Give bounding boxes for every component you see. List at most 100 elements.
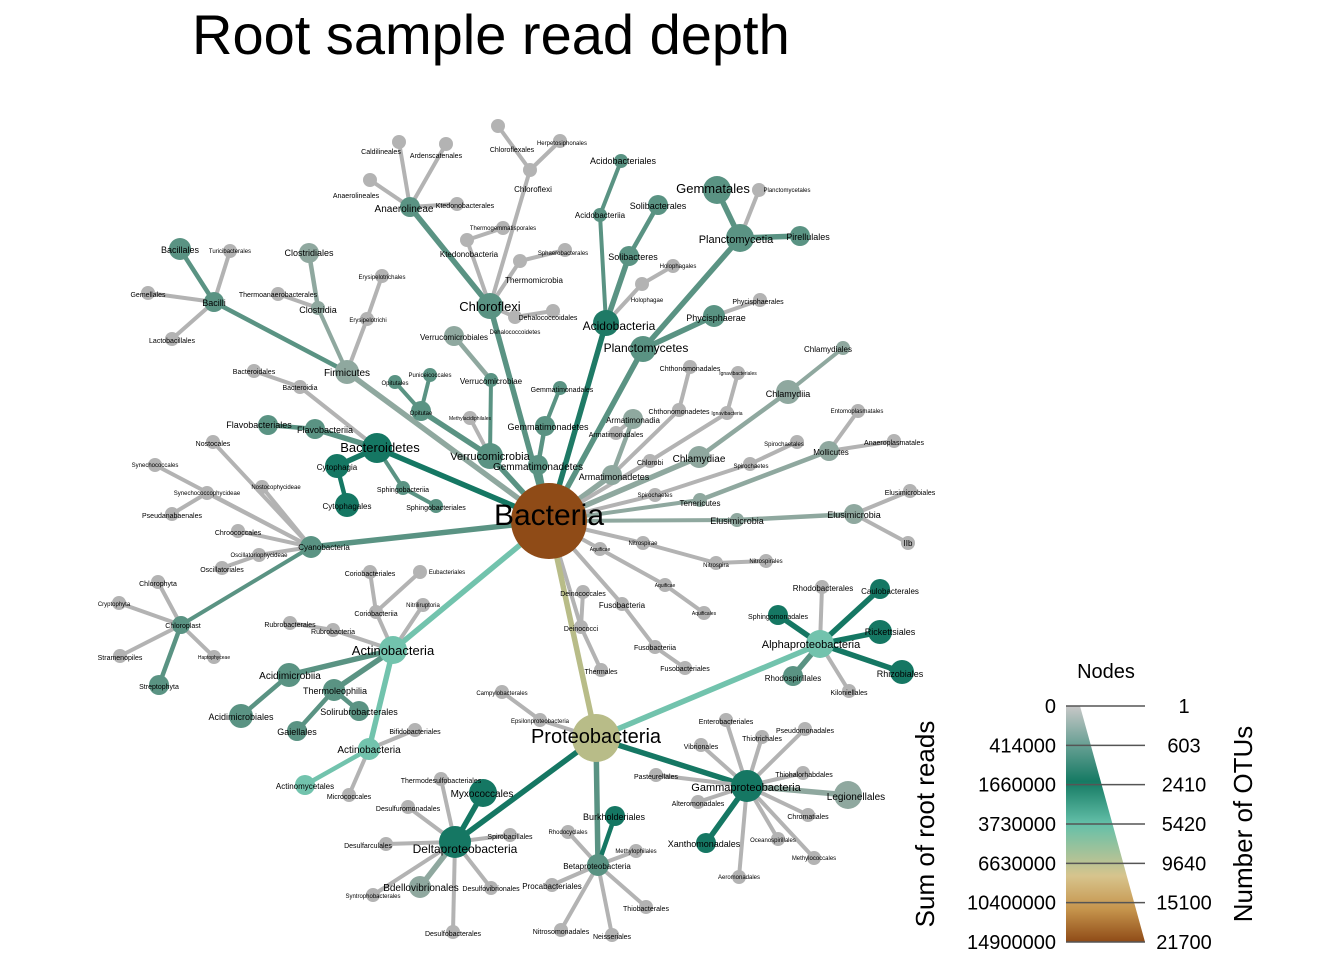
node-cth bbox=[672, 403, 686, 417]
node-prc bbox=[545, 878, 559, 892]
edge-cpl-cry bbox=[117, 601, 183, 627]
node-nsp bbox=[709, 556, 723, 570]
node-chp bbox=[151, 575, 165, 589]
node-label-fir: Firmicutes bbox=[324, 368, 370, 379]
node-rbl bbox=[283, 616, 297, 630]
node-label-tur: Turicibacterales bbox=[209, 249, 251, 255]
node-flb bbox=[305, 419, 325, 439]
edge-cya-nph bbox=[260, 485, 313, 549]
node-tph bbox=[323, 679, 345, 701]
edge-elu-elc bbox=[734, 511, 857, 523]
node-label-eps: Epsilonproteobacteria bbox=[511, 719, 570, 725]
chart-title: Root sample read depth bbox=[192, 3, 790, 66]
node-label-enb: Enterobacteriales bbox=[699, 719, 754, 726]
node-label-eub: Eubacteriales bbox=[429, 570, 465, 576]
edge-chl-ana bbox=[407, 204, 493, 309]
node-rho bbox=[815, 580, 829, 594]
node-ktd bbox=[460, 233, 474, 247]
node-chr bbox=[801, 808, 815, 822]
node-label-chp: Chlorophyta bbox=[139, 581, 177, 588]
node-btl bbox=[247, 364, 261, 378]
node-label-cls: Chlamydiales bbox=[804, 345, 852, 354]
node-label-acy: Actinomycetales bbox=[276, 782, 334, 791]
node-label-psm: Pseudomonadales bbox=[776, 728, 834, 735]
node-erl bbox=[375, 269, 389, 283]
node-eub bbox=[413, 565, 427, 579]
node-label-ktd: Ktedonobacteria bbox=[440, 250, 499, 259]
node-elu bbox=[730, 513, 744, 527]
node-mty bbox=[629, 844, 643, 858]
node-nei bbox=[605, 928, 619, 942]
node-label-rhz: Rhizobiales bbox=[877, 669, 924, 679]
node-label-bur: Burkholderiales bbox=[583, 812, 646, 822]
node-label-tph: Thermoleophilia bbox=[303, 686, 367, 696]
node-label-aql: Aquificales bbox=[692, 611, 717, 617]
node-dsv bbox=[484, 881, 498, 895]
edge-pla-plm bbox=[640, 235, 743, 352]
node-bet bbox=[587, 854, 609, 876]
edge-chc-chf bbox=[496, 124, 532, 172]
node-bac bbox=[511, 483, 587, 559]
edge-elc-ell bbox=[852, 489, 912, 516]
node-opi bbox=[411, 401, 431, 421]
node-label-nim: Nitrosomonadales bbox=[533, 929, 590, 936]
node-nsl bbox=[759, 554, 773, 568]
edge-act-acm bbox=[286, 647, 396, 678]
node-coc bbox=[369, 605, 383, 619]
node-label-bet: Betaproteobacteria bbox=[563, 862, 631, 871]
node-alp bbox=[806, 630, 834, 658]
node-label-rbl: Rubrobacterales bbox=[264, 622, 316, 629]
edge-elc-iib bbox=[852, 512, 910, 545]
node-elc bbox=[844, 504, 864, 524]
node-aer bbox=[732, 870, 746, 884]
edge-cla-tmo bbox=[276, 292, 320, 310]
edge-aqu-aqc bbox=[598, 547, 667, 587]
node-rhc bbox=[561, 825, 575, 839]
node-sgm bbox=[768, 605, 788, 625]
edge-cya-cpl bbox=[179, 545, 313, 627]
node-lac bbox=[165, 332, 179, 346]
node-cry bbox=[112, 596, 126, 610]
node-label-acm: Acidimicrobiia bbox=[259, 671, 321, 682]
edge-spi-spc bbox=[653, 462, 752, 497]
node-cyt bbox=[325, 454, 349, 478]
edge-alp-rhz bbox=[817, 641, 905, 675]
node-vec bbox=[484, 373, 498, 387]
legend-otu-tick: 1 bbox=[1178, 696, 1189, 718]
legend-otu-tick: 5420 bbox=[1162, 814, 1207, 836]
node-stp bbox=[149, 675, 169, 695]
node-mol bbox=[819, 441, 839, 461]
node-btd bbox=[293, 380, 307, 394]
node-sol2 bbox=[349, 701, 369, 721]
node-rhz bbox=[890, 660, 914, 684]
edge-aqc-aql bbox=[663, 583, 706, 615]
node-label-dec: Deinococcales bbox=[560, 591, 606, 598]
node-hla bbox=[666, 259, 680, 273]
legend-reads-tick: 14900000 bbox=[967, 932, 1056, 954]
node-label-chb: Chlorobi bbox=[637, 460, 664, 467]
node-label-mca: Methylacidiphilales bbox=[449, 416, 491, 422]
node-dsm bbox=[401, 800, 415, 814]
node-label-tmo: Thermoanaerobacterales bbox=[239, 292, 318, 299]
node-label-elc: Elusimicrobia bbox=[827, 510, 881, 520]
edge-rbc-rbl bbox=[288, 621, 335, 632]
node-label-vec: Verrucomicrobiae bbox=[460, 377, 523, 386]
node-aml bbox=[229, 704, 253, 728]
node-spb bbox=[503, 828, 517, 842]
node-spc bbox=[743, 457, 757, 471]
node-label-aer: Aeromonadales bbox=[718, 875, 760, 881]
node-label-ful: Fusobacteriales bbox=[660, 666, 710, 673]
node-ell bbox=[903, 484, 917, 498]
node-ful bbox=[678, 661, 692, 675]
node-label-thi: Thiotrichales bbox=[742, 736, 782, 743]
node-label-pir: Pirellulales bbox=[786, 232, 830, 242]
node-label-syn: Syntrophobacterales bbox=[345, 894, 400, 900]
node-label-phy: Phycisphaerae bbox=[686, 313, 746, 323]
node-label-gai: Gaiellales bbox=[277, 727, 317, 737]
node-gai bbox=[287, 721, 307, 741]
node-ver bbox=[477, 443, 503, 469]
node-label-hap: Haptophyceae bbox=[198, 655, 230, 661]
node-label-cyl: Cytophagales bbox=[323, 502, 372, 511]
node-label-thm: Thermomicrobia bbox=[505, 276, 563, 285]
node-label-nsp: Nitrospira bbox=[703, 563, 729, 569]
